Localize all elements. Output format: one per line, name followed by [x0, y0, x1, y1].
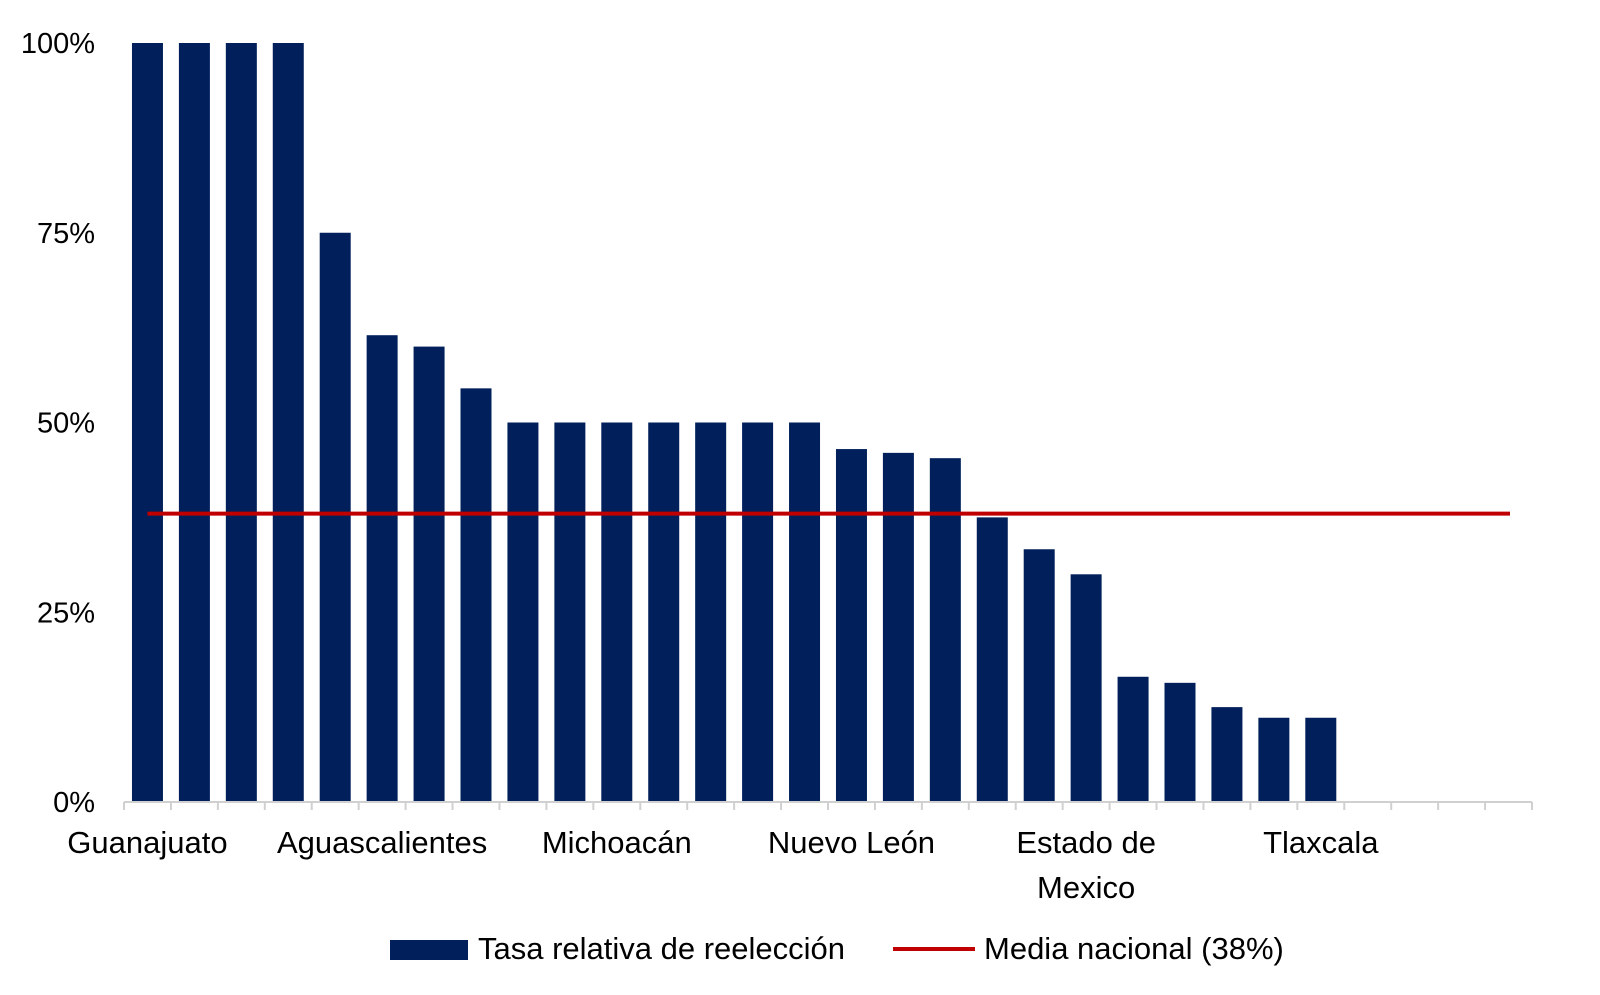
- x-tick-label: Nuevo León: [768, 825, 935, 860]
- y-tick-label: 50%: [37, 408, 95, 440]
- x-tick-label: Tlaxcala: [1263, 825, 1379, 860]
- legend-swatch-bars: [390, 940, 468, 960]
- bar: [648, 422, 680, 802]
- y-tick-label: 0%: [53, 787, 95, 819]
- y-axis-ticks: 0% 25% 50% 75% 100%: [21, 28, 95, 819]
- bar: [1305, 717, 1337, 802]
- legend-label-bars: Tasa relativa de reelección: [478, 931, 845, 966]
- bar: [1258, 717, 1290, 802]
- bar: [319, 232, 351, 802]
- x-tick-label: Aguascalientes: [277, 825, 487, 860]
- bar: [1211, 707, 1243, 802]
- bar: [507, 422, 539, 802]
- x-tick-label: Estado de Mexico: [1016, 825, 1156, 905]
- bar: [742, 422, 774, 802]
- bar: [413, 346, 445, 802]
- x-tick-label: Michoacán: [542, 825, 692, 860]
- bar: [601, 422, 633, 802]
- bar: [225, 43, 257, 802]
- bar: [460, 388, 492, 802]
- bar: [976, 517, 1008, 802]
- y-tick-label: 100%: [21, 28, 95, 60]
- x-axis: [123, 801, 1533, 810]
- legend: Tasa relativa de reelección Media nacion…: [390, 931, 1284, 966]
- bar: [789, 422, 821, 802]
- bar: [178, 43, 210, 802]
- bar: [554, 422, 586, 802]
- bar: [695, 422, 727, 802]
- legend-label-line: Media nacional (38%): [984, 931, 1284, 966]
- bar: [1023, 549, 1055, 802]
- bar: [272, 43, 304, 802]
- y-tick-label: 25%: [37, 597, 95, 629]
- x-tick-label: Guanajuato: [67, 825, 227, 860]
- x-axis-labels: Guanajuato Aguascalientes Michoacán Nuevo L…: [67, 825, 1379, 905]
- bar: [1070, 574, 1102, 802]
- bar: [1164, 682, 1196, 802]
- bar: [835, 449, 867, 802]
- bar: [131, 43, 163, 802]
- y-tick-label: 75%: [37, 218, 95, 250]
- bar: [882, 452, 914, 802]
- bars: [131, 43, 1337, 802]
- bar: [1117, 676, 1149, 802]
- bar: [929, 458, 961, 802]
- bar: [366, 335, 398, 802]
